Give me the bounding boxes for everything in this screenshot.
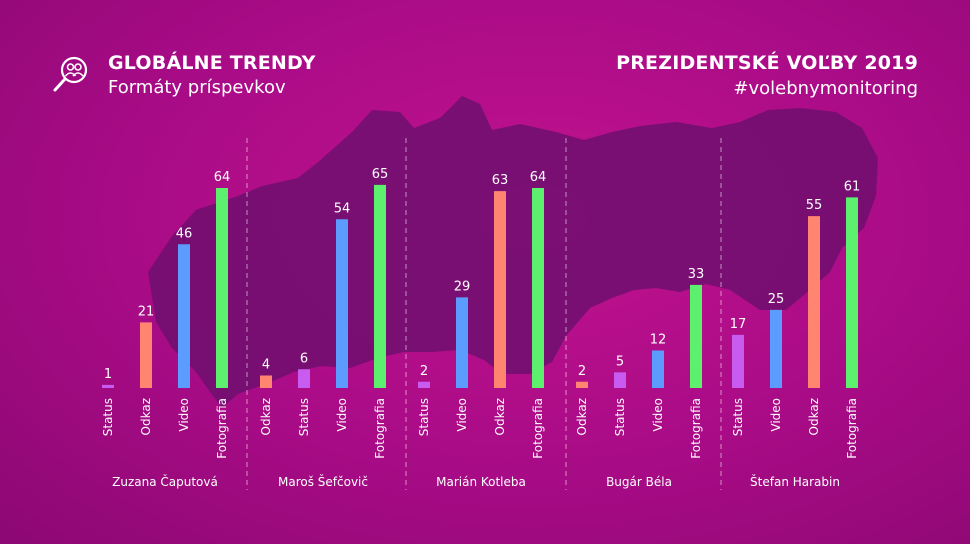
category-tick-label: Odkaz (259, 398, 273, 435)
category-tick-label: Fotografia (373, 398, 387, 459)
bar (298, 369, 310, 388)
candidate-label: Zuzana Čaputová (112, 474, 218, 489)
category-tick-label: Fotografia (531, 398, 545, 459)
bar-value-label: 54 (334, 201, 351, 216)
category-tick-label: Fotografia (215, 398, 229, 459)
category-tick-label: Status (613, 398, 627, 436)
bar (456, 297, 468, 388)
bar (178, 244, 190, 388)
bar (336, 219, 348, 388)
magnifier-people-icon (53, 56, 88, 92)
bar-value-label: 2 (420, 364, 428, 379)
candidate-label: Maroš Šefčovič (278, 474, 368, 489)
bar-value-label: 21 (138, 304, 155, 319)
bar (532, 188, 544, 388)
event-title: PREZIDENTSKÉ VOĽBY 2019 (616, 52, 918, 74)
category-tick-label: Odkaz (807, 398, 821, 435)
chart-subtitle: Formáty príspevkov (108, 77, 286, 98)
header-right: PREZIDENTSKÉ VOĽBY 2019 #volebnymonitori… (616, 52, 918, 99)
category-tick-label: Video (455, 398, 469, 432)
bar-value-label: 25 (768, 292, 785, 307)
chart-title: GLOBÁLNE TRENDY (108, 52, 316, 74)
bar (102, 384, 114, 388)
bar (260, 375, 272, 388)
category-tick-label: Odkaz (139, 398, 153, 435)
bar (846, 197, 858, 388)
category-tick-label: Status (731, 398, 745, 436)
category-tick-label: Status (417, 398, 431, 436)
category-tick-label: Video (177, 398, 191, 432)
bar-value-label: 33 (688, 267, 705, 282)
bar-value-label: 2 (578, 364, 586, 379)
category-tick-label: Status (101, 398, 115, 436)
bar (808, 216, 820, 388)
bar (374, 184, 386, 388)
bar-value-label: 63 (492, 173, 509, 188)
bar-value-label: 29 (454, 279, 471, 294)
category-tick-label: Video (769, 398, 783, 432)
bar (216, 188, 228, 388)
category-tick-label: Odkaz (493, 398, 507, 435)
slovakia-map-shape (148, 96, 878, 408)
bar-value-label: 64 (214, 170, 231, 185)
bar-value-label: 4 (262, 358, 270, 373)
bar-value-label: 17 (730, 317, 747, 332)
hashtag: #volebnymonitoring (733, 78, 918, 99)
bar (140, 322, 152, 388)
bar (576, 381, 588, 388)
bar-value-label: 1 (104, 367, 112, 382)
bar-value-label: 46 (176, 226, 193, 241)
bar-value-label: 12 (650, 333, 667, 348)
category-tick-label: Fotografia (845, 398, 859, 459)
bar (652, 350, 664, 388)
bar (732, 334, 744, 388)
candidate-label: Marián Kotleba (436, 475, 526, 489)
bar (418, 381, 430, 388)
bar-value-label: 65 (372, 167, 389, 182)
category-tick-label: Video (651, 398, 665, 432)
candidate-label: Štefan Harabin (750, 474, 840, 489)
bar-value-label: 5 (616, 354, 624, 369)
bar (690, 284, 702, 388)
bar-value-label: 61 (844, 179, 861, 194)
category-tick-label: Status (297, 398, 311, 436)
category-tick-label: Odkaz (575, 398, 589, 435)
bar-value-label: 6 (300, 351, 308, 366)
bar-value-label: 64 (530, 170, 547, 185)
bar (494, 191, 506, 388)
candidate-label: Bugár Béla (606, 475, 672, 489)
category-tick-label: Fotografia (689, 398, 703, 459)
bar-value-label: 55 (806, 198, 823, 213)
bar (770, 309, 782, 388)
category-tick-label: Video (335, 398, 349, 432)
bar (614, 372, 626, 388)
